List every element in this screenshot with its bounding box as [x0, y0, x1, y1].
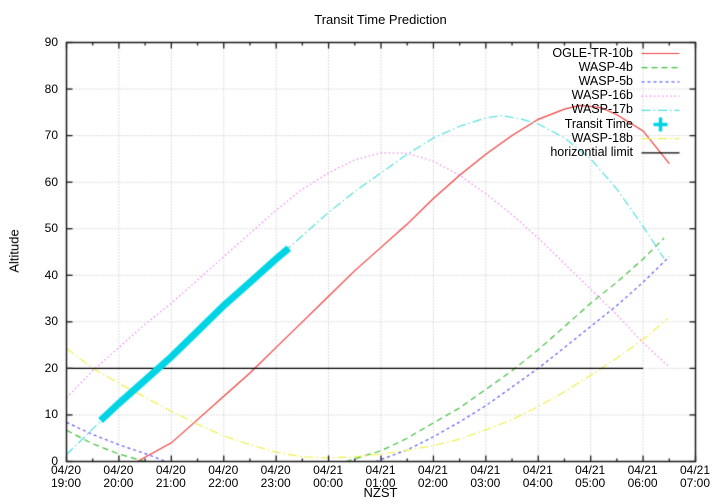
x-tick-label: 04/20 21:00: [155, 463, 186, 490]
chart-title: Transit Time Prediction: [314, 12, 447, 27]
y-tick-label: 50: [44, 221, 58, 236]
y-tick-label: 70: [44, 128, 58, 143]
x-tick-label: 04/20 23:00: [260, 463, 291, 490]
legend-label-wasp-4b: WASP-4b: [578, 59, 633, 74]
x-tick-label: 04/21 04:00: [522, 463, 553, 490]
x-tick-label: 04/21 02:00: [417, 463, 448, 490]
legend-label-ogle-tr-10b: OGLE-TR-10b: [552, 45, 633, 60]
x-tick-label: 04/20 20:00: [103, 463, 134, 490]
x-tick-label: 04/21 06:00: [627, 463, 658, 490]
x-tick-label: 04/20 22:00: [208, 463, 239, 490]
legend-label-wasp-17b: WASP-17b: [571, 102, 633, 117]
y-tick-label: 80: [44, 81, 58, 96]
x-tick-label: 04/21 00:00: [313, 463, 344, 490]
y-axis-label: Altitude: [6, 229, 22, 273]
legend-label-wasp-16b: WASP-16b: [571, 88, 633, 103]
x-tick-label: 04/21 03:00: [470, 463, 501, 490]
x-axis-label: NZST: [363, 485, 398, 500]
y-tick-label: 0: [51, 454, 58, 468]
legend-label-transit-time: Transit Time: [564, 116, 633, 131]
legend-label-wasp-18b: WASP-18b: [571, 130, 633, 145]
y-tick-label: 60: [44, 174, 58, 189]
x-tick-label: 04/21 05:00: [575, 463, 606, 490]
y-tick-label: 10: [44, 407, 58, 422]
x-tick-label: 04/20 19:00: [50, 463, 82, 490]
y-tick-label: 40: [44, 267, 58, 282]
y-tick-label: 30: [44, 314, 58, 329]
legend-label-wasp-5b: WASP-5b: [578, 73, 633, 88]
x-tick-label: 04/21 01:00: [365, 463, 396, 490]
y-tick-label: 20: [44, 360, 58, 375]
x-tick-label: 04/21 07:00: [679, 463, 711, 490]
y-tick-label: 90: [44, 35, 58, 49]
legend-label-horizontial-limit: horizontial limit: [550, 144, 633, 159]
